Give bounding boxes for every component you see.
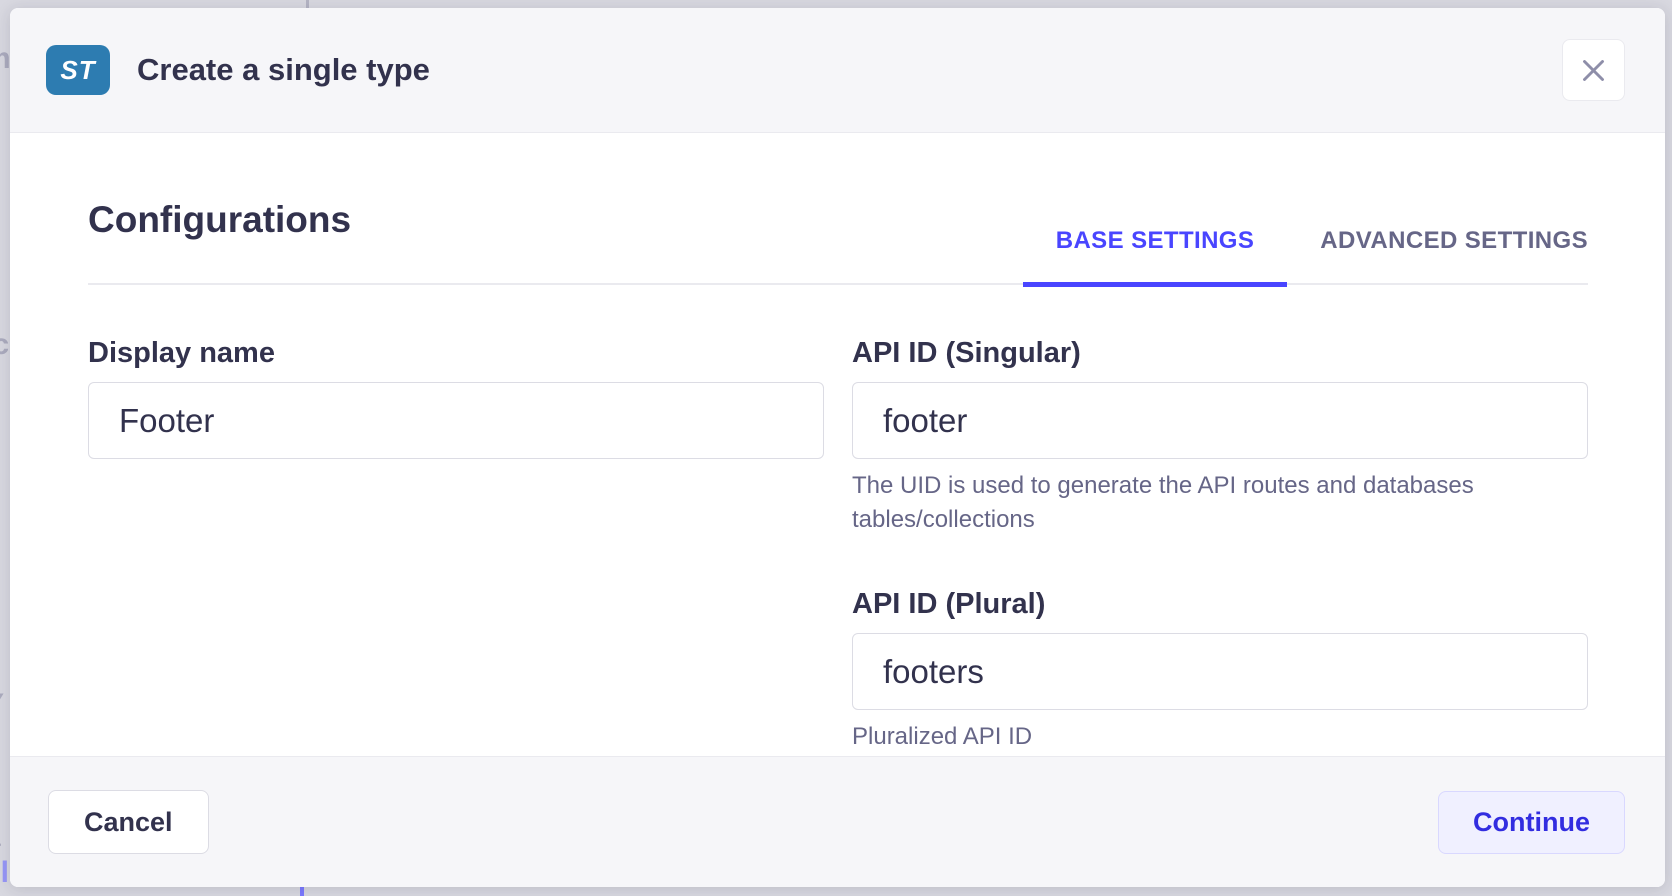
background-text-fragment: e bbox=[0, 456, 12, 490]
continue-button[interactable]: Continue bbox=[1438, 790, 1625, 854]
tab-base-settings[interactable]: BASE SETTINGS bbox=[1022, 227, 1288, 287]
configurations-header-row: Configurations BASE SETTINGS ADVANCED SE… bbox=[88, 199, 1588, 287]
modal-footer: Cancel Continue bbox=[10, 756, 1665, 887]
right-column: API ID (Singular) The UID is used to gen… bbox=[852, 337, 1588, 754]
background-text-fragment: a bbox=[0, 820, 12, 854]
display-name-field-group: Display name bbox=[88, 337, 824, 459]
display-name-input[interactable] bbox=[88, 382, 824, 459]
configuration-fields: Display name API ID (Singular) The UID i… bbox=[88, 337, 1588, 754]
single-type-badge-icon: ST bbox=[46, 45, 110, 95]
background-divider-line bbox=[306, 0, 309, 9]
tab-advanced-settings[interactable]: ADVANCED SETTINGS bbox=[1287, 227, 1588, 285]
display-name-label: Display name bbox=[88, 337, 275, 369]
modal-body: Configurations BASE SETTINGS ADVANCED SE… bbox=[10, 133, 1665, 756]
create-single-type-modal: ST Create a single type Configurations B… bbox=[10, 8, 1665, 887]
api-id-plural-label: API ID (Plural) bbox=[852, 588, 1046, 621]
background-text-fragment: Y bbox=[0, 688, 12, 722]
background-highlight-line bbox=[300, 886, 304, 896]
cancel-button[interactable]: Cancel bbox=[48, 790, 209, 854]
api-id-singular-field-group: API ID (Singular) The UID is used to gen… bbox=[852, 337, 1588, 536]
api-id-singular-label: API ID (Singular) bbox=[852, 337, 1081, 369]
background-text-fragment: m bbox=[0, 42, 12, 76]
api-id-singular-hint: The UID is used to generate the API rout… bbox=[852, 472, 1474, 533]
api-id-plural-input[interactable] bbox=[852, 633, 1588, 711]
background-text-fragment: ic bbox=[0, 328, 10, 361]
close-button[interactable] bbox=[1562, 39, 1625, 101]
modal-header: ST Create a single type bbox=[10, 8, 1665, 133]
background-text-fragment: el bbox=[0, 856, 10, 889]
page-title: Configurations bbox=[88, 199, 352, 240]
modal-title: Create a single type bbox=[137, 52, 430, 87]
settings-tabs: BASE SETTINGS ADVANCED SETTINGS bbox=[1022, 227, 1588, 287]
api-id-singular-input[interactable] bbox=[852, 382, 1588, 459]
close-icon bbox=[1583, 59, 1604, 81]
api-id-plural-field-group: API ID (Plural) Pluralized API ID bbox=[852, 588, 1588, 754]
left-column: Display name bbox=[88, 337, 824, 459]
api-id-plural-hint: Pluralized API ID bbox=[852, 723, 1033, 751]
